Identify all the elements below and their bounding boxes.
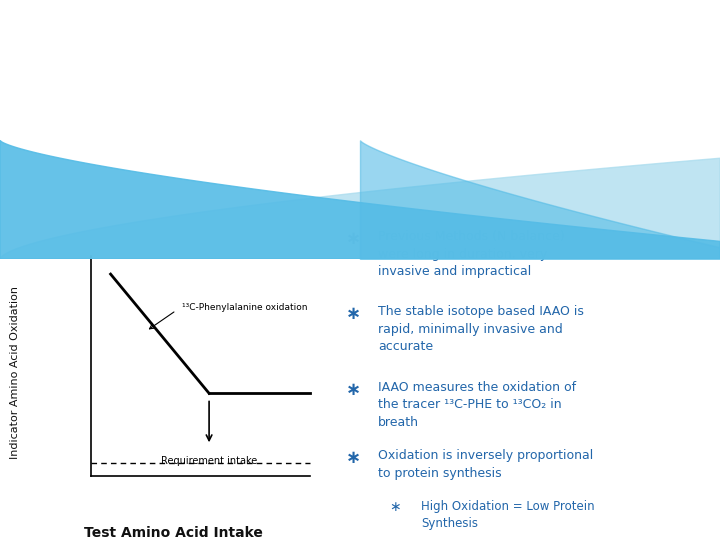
Text: Requirement intake: Requirement intake [161, 456, 257, 465]
Text: Oxidation is inversely proportional
to protein synthesis: Oxidation is inversely proportional to p… [378, 449, 593, 480]
Text: ∗: ∗ [346, 449, 361, 468]
Text: IAAO measures the oxidation of
the tracer ¹³C-PHE to ¹³CO₂ in
breath: IAAO measures the oxidation of the trace… [378, 381, 576, 429]
Text: ∗: ∗ [389, 500, 400, 514]
Text: The stable isotope based IAAO is
rapid, minimally invasive and
accurate: The stable isotope based IAAO is rapid, … [378, 306, 584, 353]
Text: Background - Indicator Amino Acid: Background - Indicator Amino Acid [62, 48, 658, 77]
Text: Previous Methods (N balance)
were long in duration, very
invasive and impractica: Previous Methods (N balance) were long i… [378, 230, 564, 278]
Text: Test Amino Acid Intake: Test Amino Acid Intake [84, 526, 263, 540]
Text: High Oxidation = Low Protein
Synthesis: High Oxidation = Low Protein Synthesis [421, 500, 595, 530]
Text: Indicator Amino Acid Oxidation: Indicator Amino Acid Oxidation [10, 286, 20, 459]
Text: ∗: ∗ [346, 230, 361, 248]
Text: ∗: ∗ [346, 306, 361, 323]
Text: ∗: ∗ [346, 381, 361, 399]
Text: ¹³C-Phenylalanine oxidation: ¹³C-Phenylalanine oxidation [181, 303, 307, 312]
Text: Oxidation Technique: Oxidation Technique [185, 122, 535, 151]
